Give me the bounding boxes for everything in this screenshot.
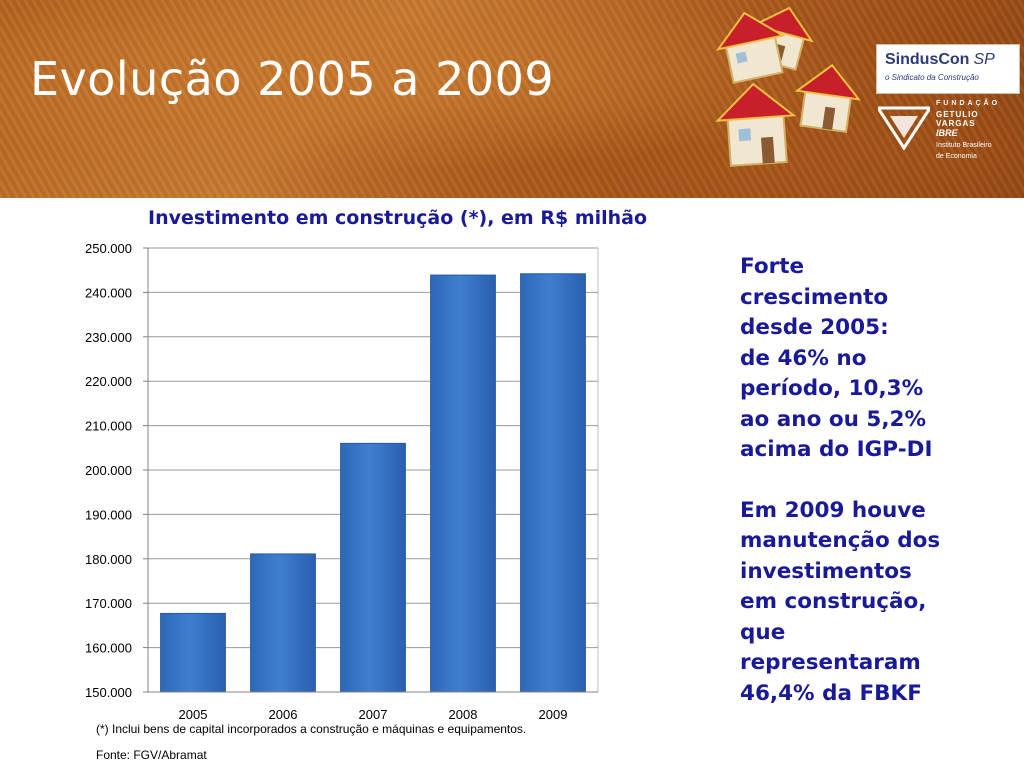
x-tick-label: 2006 (269, 707, 298, 722)
bar-2006 (250, 553, 316, 693)
commentary-line: acima do IGP-DI (740, 437, 933, 462)
bar-2009 (520, 273, 586, 693)
y-tick-label: 180.000 (85, 552, 132, 567)
y-tick-label: 250.000 (85, 241, 132, 256)
x-tick-label: 2005 (179, 707, 208, 722)
y-tick-label: 190.000 (85, 507, 132, 522)
commentary-paragraph-1: Forte crescimento desde 2005: de 46% no perí… (740, 252, 1022, 466)
header-banner: Evolução 2005 a 2009 (0, 0, 1024, 198)
x-tick-label: 2007 (359, 707, 388, 722)
commentary-line: ao ano ou 5,2% (740, 406, 927, 432)
slide-title: Evolução 2005 a 2009 (30, 52, 555, 106)
fgv-mark-icon (878, 106, 930, 150)
y-tick-label: 240.000 (85, 285, 132, 300)
commentary-line: representaram (740, 650, 921, 675)
y-tick-label: 170.000 (85, 596, 132, 611)
y-tick-label: 210.000 (85, 419, 132, 434)
commentary-line: de 46% no (740, 345, 867, 371)
commentary-paragraph-2: Em 2009 houve manutenção dos investimentos… (740, 496, 1022, 710)
commentary-line: desde 2005: (740, 315, 889, 340)
commentary-line: Forte (740, 254, 805, 279)
bar-chart: 150.000 160.000 170.000 180.000 190.000 200.0… (85, 241, 599, 722)
source-note: Fonte: FGV/Abramat (96, 748, 207, 762)
sinduscon-logo-text: SindusCon (885, 51, 970, 68)
fgv-institute-line1: Instituto Brasileiro (936, 142, 992, 149)
commentary-line: período, 10,3% (740, 376, 924, 401)
commentary-line: 46,4% da FBKF (740, 680, 922, 706)
commentary-line: investimentos (740, 558, 912, 584)
sinduscon-logo-subtitle: o Sindicato da Construção (885, 73, 979, 82)
commentary-line: Em 2009 houve (740, 497, 926, 523)
commentary-line: crescimento (740, 284, 889, 310)
side-commentary: Forte crescimento desde 2005: de 46% no perí… (740, 252, 1022, 709)
fgv-line2: GETULIO VARGAS (936, 110, 979, 128)
y-tick-label: 230.000 (85, 330, 132, 345)
y-tick-label: 220.000 (85, 374, 132, 389)
bar-2005 (160, 612, 226, 693)
fgv-institute-line2: de Economia (936, 153, 977, 160)
sinduscon-logo: SindusCon SP o Sindicato da Construção (876, 44, 1020, 94)
y-tick-label: 160.000 (85, 641, 132, 656)
footnote: (*) Inclui bens de capital incorporados … (96, 722, 527, 736)
bar-2007 (340, 442, 406, 693)
commentary-line: manutenção dos (740, 528, 941, 553)
sinduscon-logo-sp: SP (973, 51, 995, 68)
fgv-line1: FUNDAÇÃO (936, 100, 1001, 107)
y-tick-label: 200.000 (85, 463, 132, 478)
x-tick-label: 2008 (449, 707, 478, 722)
commentary-line: que (740, 619, 786, 645)
houses-illustration (715, 6, 861, 167)
bar-2008 (430, 274, 496, 693)
y-tick-label: 150.000 (85, 685, 132, 700)
commentary-line: em construção, (740, 589, 927, 614)
chart-title: Investimento em construção (*), em R$ mi… (148, 207, 648, 229)
fgv-ibre: IBRE (936, 128, 958, 138)
fgv-ibre-logo: FUNDAÇÃO GETULIO VARGAS IBRE Instituto B… (878, 98, 1018, 178)
x-tick-label: 2009 (539, 707, 568, 722)
